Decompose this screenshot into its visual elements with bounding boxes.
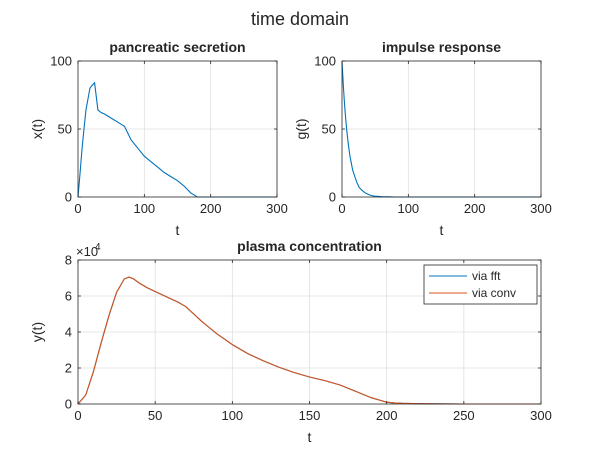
y-axis-label: g(t) bbox=[293, 119, 309, 140]
figure-title: time domain bbox=[251, 9, 349, 29]
series-line-1 bbox=[77, 276, 541, 405]
chart-pancreatic-secretion: 0 100 200 300 0 50 100 pancreatic secretion t x(t… bbox=[29, 39, 288, 238]
legend-box bbox=[423, 264, 538, 305]
x-tick-label: 100 bbox=[133, 201, 155, 216]
x-tick-label: 150 bbox=[299, 408, 321, 423]
x-tick-label: 0 bbox=[74, 408, 81, 423]
x-tick-label: 100 bbox=[397, 201, 419, 216]
x-axis-label: t bbox=[440, 222, 444, 238]
x-tick-label: 250 bbox=[453, 408, 475, 423]
y-tick-label: 100 bbox=[314, 54, 336, 69]
y-tick-label: 8 bbox=[65, 253, 72, 268]
chart-impulse-response: 0 100 200 300 0 50 100 impulse response t g(t) bbox=[293, 39, 552, 238]
x-tick-label: 0 bbox=[74, 201, 81, 216]
y-tick-label: 0 bbox=[65, 190, 72, 205]
y-axis-label: x(t) bbox=[29, 119, 45, 139]
legend: via fft via conv bbox=[423, 264, 538, 305]
y-axis-label: y(t) bbox=[29, 322, 45, 342]
y-tick-label: 100 bbox=[50, 54, 72, 69]
x-axis-label: t bbox=[308, 429, 312, 445]
x-tick-label: 200 bbox=[464, 201, 486, 216]
y-tick-label: 50 bbox=[322, 122, 336, 137]
x-tick-label: 300 bbox=[530, 408, 552, 423]
plot-title: impulse response bbox=[382, 39, 501, 55]
y-tick-label: 2 bbox=[65, 361, 72, 376]
y-exponent-base: ×10 bbox=[76, 244, 98, 259]
x-tick-label: 100 bbox=[221, 408, 243, 423]
x-axis-label: t bbox=[176, 222, 180, 238]
x-tick-label: 200 bbox=[200, 201, 222, 216]
legend-label-1: via conv bbox=[472, 286, 516, 300]
y-tick-label: 0 bbox=[329, 190, 336, 205]
y-exponent-power: 4 bbox=[95, 242, 101, 253]
y-tick-label: 6 bbox=[65, 289, 72, 304]
x-tick-label: 0 bbox=[338, 201, 345, 216]
plot-title: pancreatic secretion bbox=[109, 39, 245, 55]
legend-label-0: via fft bbox=[472, 269, 501, 283]
x-tick-label: 50 bbox=[148, 408, 162, 423]
y-tick-label: 4 bbox=[65, 325, 72, 340]
x-tick-label: 300 bbox=[266, 201, 288, 216]
y-tick-label: 50 bbox=[58, 122, 72, 137]
y-tick-label: 0 bbox=[65, 397, 72, 412]
x-tick-label: 300 bbox=[530, 201, 552, 216]
x-tick-label: 200 bbox=[376, 408, 398, 423]
plot-title: plasma concentration bbox=[237, 238, 382, 254]
